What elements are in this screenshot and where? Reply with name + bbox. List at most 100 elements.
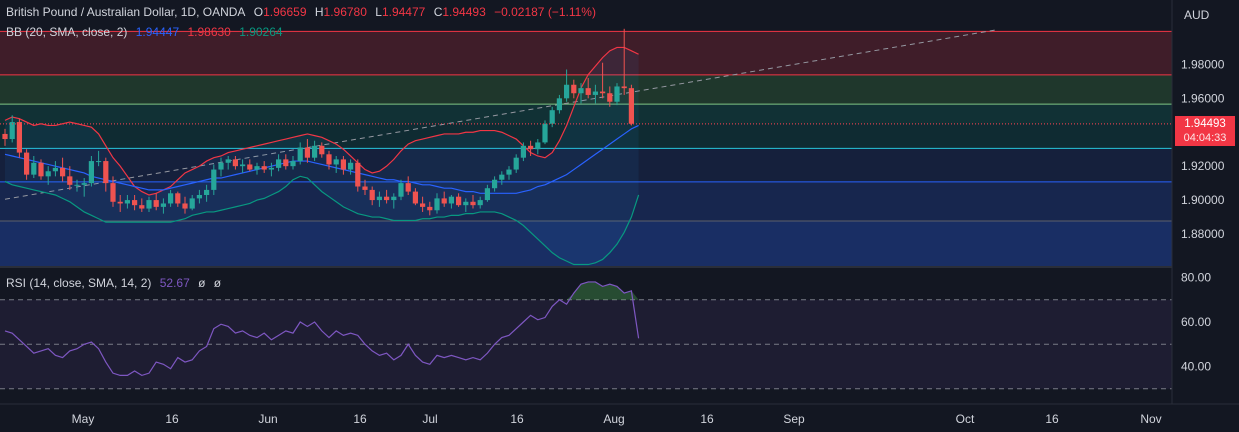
bb-title[interactable]: BB (20, SMA, close, 2) — [6, 25, 128, 39]
candle-body[interactable] — [427, 206, 433, 211]
candle-body[interactable] — [38, 162, 44, 177]
candle-body[interactable] — [153, 200, 159, 207]
candle-body[interactable] — [297, 147, 303, 162]
candle-body[interactable] — [189, 198, 195, 209]
candle-body[interactable] — [535, 142, 541, 150]
candle-body[interactable] — [585, 88, 591, 95]
candle-body[interactable] — [506, 169, 512, 175]
candle-body[interactable] — [240, 164, 246, 167]
rsi-legend[interactable]: RSI (14, close, SMA, 14, 2) 52.67 ø ø — [6, 276, 226, 290]
candle-body[interactable] — [499, 174, 505, 180]
candle-body[interactable] — [117, 201, 123, 204]
candle-body[interactable] — [441, 198, 447, 204]
trendline[interactable] — [4, 29, 998, 200]
candle-body[interactable] — [232, 159, 238, 167]
candle-body[interactable] — [67, 176, 73, 185]
candle-body[interactable] — [124, 200, 130, 204]
candle-body[interactable] — [621, 86, 627, 89]
candle-body[interactable] — [470, 201, 476, 206]
candle-body[interactable] — [276, 159, 282, 168]
candle-body[interactable] — [211, 169, 217, 190]
candle-body[interactable] — [204, 189, 210, 195]
candle-body[interactable] — [182, 203, 188, 209]
candle-body[interactable] — [326, 154, 332, 165]
candle-body[interactable] — [556, 98, 562, 111]
candle-body[interactable] — [261, 166, 267, 170]
candle-body[interactable] — [578, 88, 584, 94]
candle-body[interactable] — [268, 167, 274, 170]
candle-body[interactable] — [384, 196, 390, 201]
candle-body[interactable] — [103, 161, 109, 184]
candle-body[interactable] — [290, 161, 296, 167]
candle-body[interactable] — [139, 205, 145, 209]
candle-body[interactable] — [160, 203, 166, 207]
candle-body[interactable] — [24, 152, 30, 175]
candle-body[interactable] — [492, 179, 498, 189]
candle-body[interactable] — [564, 84, 570, 99]
candle-body[interactable] — [2, 133, 8, 140]
candle-body[interactable] — [607, 93, 613, 102]
candle-body[interactable] — [218, 162, 224, 170]
rsi-pane[interactable] — [0, 281, 1172, 390]
candle-body[interactable] — [398, 183, 404, 197]
candle-body[interactable] — [420, 203, 426, 207]
bb-basis-line[interactable] — [4, 124, 639, 194]
candle-body[interactable] — [96, 161, 102, 163]
candle-body[interactable] — [319, 145, 325, 155]
candle-body[interactable] — [355, 162, 361, 187]
candle-body[interactable] — [542, 123, 548, 143]
bb-upper-line[interactable] — [4, 46, 639, 196]
candle-body[interactable] — [456, 196, 462, 206]
candle-body[interactable] — [614, 86, 620, 102]
candle-body[interactable] — [52, 167, 58, 172]
candle-body[interactable] — [592, 91, 598, 95]
candle-body[interactable] — [196, 194, 202, 199]
candle-body[interactable] — [74, 184, 80, 186]
candle-body[interactable] — [304, 147, 310, 158]
candle-body[interactable] — [405, 183, 411, 192]
candle-body[interactable] — [146, 200, 152, 209]
candle-body[interactable] — [175, 193, 181, 204]
candle-body[interactable] — [549, 110, 555, 124]
candle-body[interactable] — [225, 159, 231, 163]
candle-body[interactable] — [513, 157, 519, 170]
candle-body[interactable] — [412, 191, 418, 204]
candle-body[interactable] — [60, 167, 66, 177]
candle-body[interactable] — [484, 188, 490, 201]
candle-body[interactable] — [31, 162, 37, 175]
candle-body[interactable] — [88, 161, 94, 184]
currency-label[interactable]: AUD — [1184, 8, 1210, 22]
candle-body[interactable] — [45, 171, 51, 177]
candle-body[interactable] — [254, 166, 260, 170]
candle-body[interactable] — [16, 122, 22, 153]
candle-body[interactable] — [110, 183, 116, 202]
candle-body[interactable] — [312, 145, 318, 158]
candle-body[interactable] — [520, 145, 526, 158]
candle-body[interactable] — [283, 159, 289, 167]
candle-body[interactable] — [340, 159, 346, 170]
candle-body[interactable] — [369, 189, 375, 201]
symbol-legend[interactable]: British Pound / Australian Dollar, 1D, O… — [6, 5, 601, 19]
candle-body[interactable] — [132, 200, 138, 206]
candle-body[interactable] — [9, 122, 15, 140]
rsi-title[interactable]: RSI (14, close, SMA, 14, 2) — [6, 276, 152, 290]
candle-body[interactable] — [391, 196, 397, 201]
candle-body[interactable] — [247, 164, 253, 170]
candle-body[interactable] — [628, 88, 634, 124]
symbol-title[interactable]: British Pound / Australian Dollar, 1D, O… — [6, 5, 246, 19]
candle-body[interactable] — [528, 145, 534, 150]
candle-body[interactable] — [168, 193, 174, 204]
rsi-line[interactable] — [4, 281, 640, 377]
candle-body[interactable] — [81, 183, 87, 185]
bb-lower-line[interactable] — [4, 175, 640, 266]
candle-body[interactable] — [600, 91, 606, 94]
candle-body[interactable] — [477, 200, 483, 206]
candle-body[interactable] — [376, 196, 382, 201]
candle-body[interactable] — [463, 201, 469, 206]
candle-body[interactable] — [434, 198, 440, 211]
bb-legend[interactable]: BB (20, SMA, close, 2) 1.94447 1.98630 1… — [6, 25, 288, 39]
candle-body[interactable] — [333, 159, 339, 165]
candle-body[interactable] — [571, 84, 577, 94]
candle-body[interactable] — [448, 196, 454, 204]
